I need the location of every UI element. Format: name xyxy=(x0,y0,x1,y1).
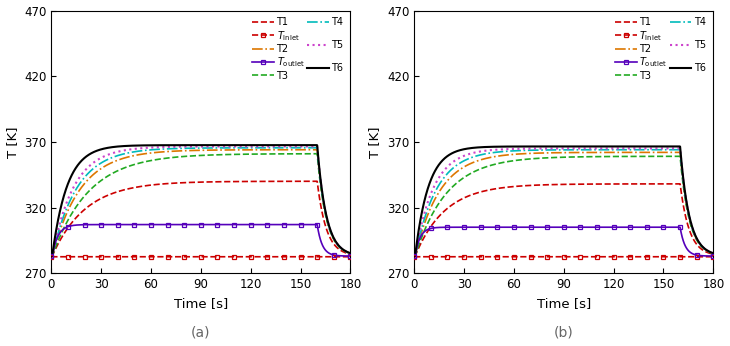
Text: (a): (a) xyxy=(191,326,211,340)
Legend: T1, $T_{\rm Inlet}$, T2, $T_{\rm outlet}$, T3, , T4, , T5, , T6, : T1, $T_{\rm Inlet}$, T2, $T_{\rm outlet}… xyxy=(613,16,708,94)
X-axis label: Time [s]: Time [s] xyxy=(537,297,591,310)
Y-axis label: T [K]: T [K] xyxy=(6,126,18,158)
Y-axis label: T [K]: T [K] xyxy=(369,126,382,158)
Text: (b): (b) xyxy=(554,326,574,340)
X-axis label: Time [s]: Time [s] xyxy=(174,297,228,310)
Legend: T1, $T_{\rm Inlet}$, T2, $T_{\rm outlet}$, T3, , T4, , T5, , T6, : T1, $T_{\rm Inlet}$, T2, $T_{\rm outlet}… xyxy=(250,16,345,94)
